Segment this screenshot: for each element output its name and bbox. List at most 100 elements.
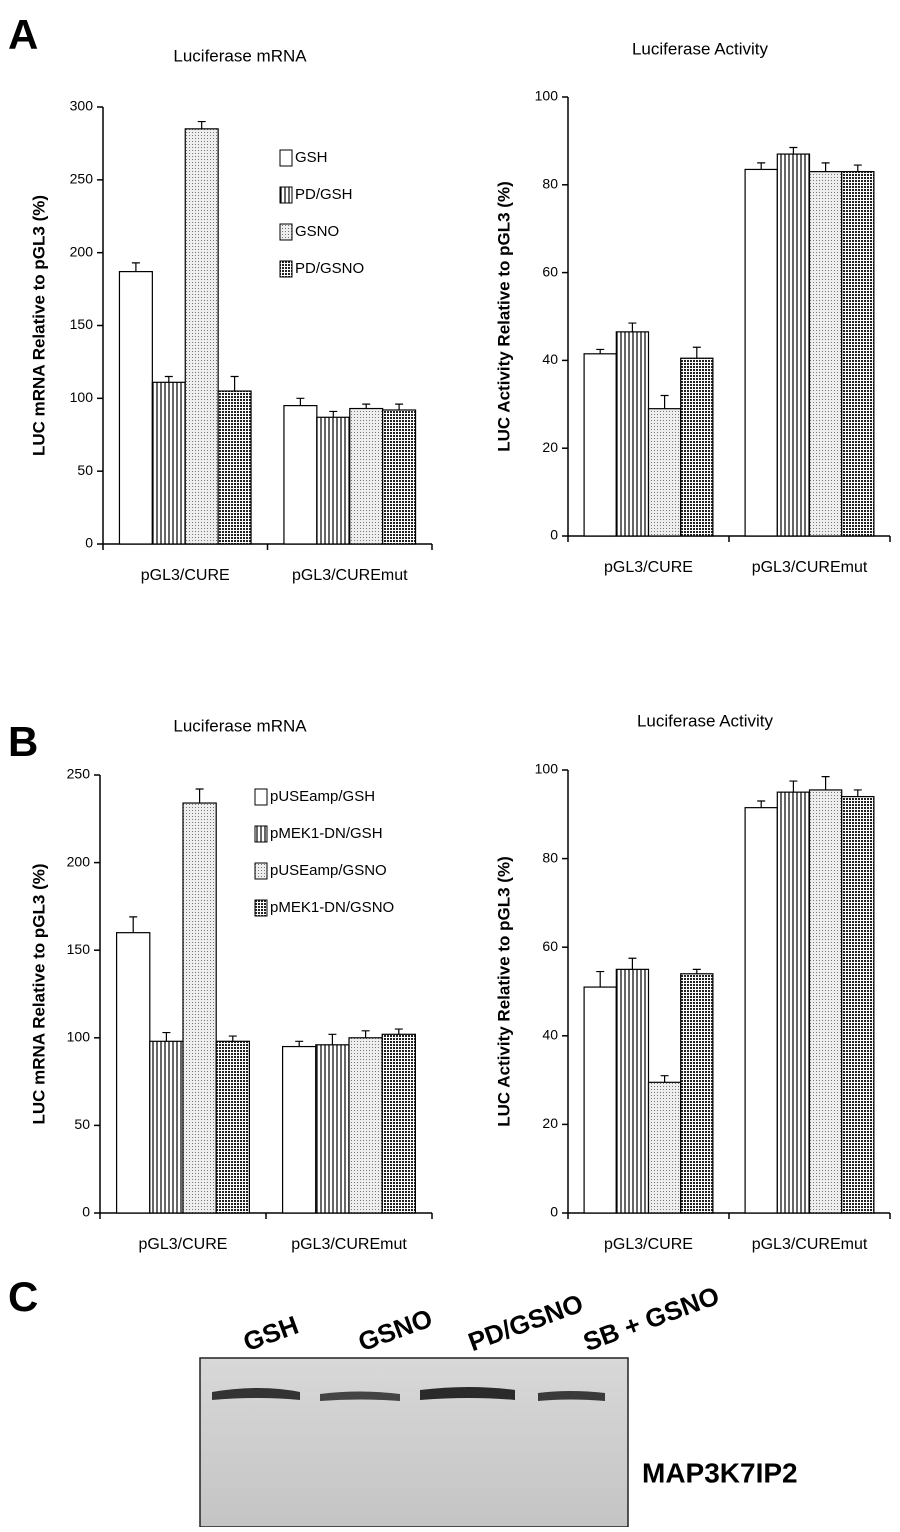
bar <box>283 405 318 545</box>
x-tick-label: pGL3/CUREmut <box>752 559 868 576</box>
bar <box>744 168 778 537</box>
bar <box>349 407 384 545</box>
legend-swatch <box>254 899 268 917</box>
y-tick-label: 50 <box>77 462 93 478</box>
bar <box>217 390 252 545</box>
y-tick-label: 100 <box>535 88 559 104</box>
bar <box>348 1037 383 1214</box>
blot-band <box>320 1391 400 1401</box>
bar <box>647 408 682 537</box>
bar <box>583 353 617 537</box>
legend-swatch <box>254 862 268 880</box>
chart-title: Luciferase Activity <box>632 39 769 58</box>
error-bar <box>197 120 206 129</box>
y-tick-label: 200 <box>67 853 91 869</box>
error-bar <box>129 916 138 933</box>
bar <box>776 791 811 1214</box>
legend-label: pUSEamp/GSH <box>270 788 375 805</box>
x-tick-label: pGL3/CUREmut <box>752 1236 868 1253</box>
error-bar <box>230 375 239 392</box>
bar <box>647 1081 682 1214</box>
y-tick-label: 250 <box>67 766 91 782</box>
blot <box>199 1357 629 1528</box>
error-bar <box>660 1075 669 1083</box>
panel-label: C <box>8 1273 38 1320</box>
error-bar <box>195 788 204 804</box>
chart-title: Luciferase Activity <box>637 711 774 730</box>
y-axis-label: LUC Activity Relative to pGL3 (%) <box>494 856 513 1126</box>
error-bar <box>162 1031 171 1042</box>
y-tick-label: 0 <box>82 1204 90 1220</box>
legend-label: pUSEamp/GSNO <box>270 862 387 879</box>
error-bar <box>757 800 766 808</box>
error-bar <box>394 1028 403 1035</box>
legend-label: pMEK1-DN/GSNO <box>270 899 394 916</box>
blot-band <box>420 1387 515 1400</box>
error-bar <box>361 1030 370 1038</box>
y-tick-label: 100 <box>535 761 559 777</box>
bar <box>316 416 351 545</box>
lane-label: SB + GSNO <box>579 1280 723 1357</box>
y-tick-label: 150 <box>67 941 91 957</box>
error-bar <box>660 394 669 409</box>
error-bar <box>628 322 637 332</box>
y-tick-label: 300 <box>70 98 94 114</box>
y-tick-label: 80 <box>542 176 558 192</box>
chart-title: Luciferase mRNA <box>173 716 307 735</box>
bar <box>841 795 875 1214</box>
y-tick-label: 60 <box>542 263 558 279</box>
bar <box>182 802 217 1214</box>
y-tick-label: 40 <box>542 351 558 367</box>
panel-label: A <box>8 11 38 58</box>
y-tick-label: 100 <box>70 389 94 405</box>
error-bar <box>362 403 371 409</box>
error-bar <box>853 164 862 172</box>
x-tick-label: pGL3/CUREmut <box>292 567 408 584</box>
bar <box>149 1040 184 1214</box>
error-bar <box>692 346 701 359</box>
bar <box>776 153 811 537</box>
y-tick-label: 150 <box>70 316 94 332</box>
y-tick-label: 0 <box>85 535 93 551</box>
error-bar <box>228 1035 237 1042</box>
x-tick-label: pGL3/CURE <box>139 1236 228 1253</box>
error-bar <box>596 348 605 354</box>
bar <box>282 1045 317 1214</box>
legend-label: GSNO <box>295 223 339 240</box>
bar <box>118 271 153 545</box>
y-tick-label: 100 <box>67 1029 91 1045</box>
legend-label: pMEK1-DN/GSH <box>270 825 383 842</box>
error-bar <box>131 262 140 272</box>
legend-swatch <box>279 186 293 204</box>
bar <box>744 807 778 1214</box>
y-tick-label: 0 <box>550 527 558 543</box>
bar <box>841 171 875 537</box>
bar <box>615 968 650 1214</box>
bar <box>115 932 151 1214</box>
error-bar <box>789 780 798 793</box>
y-tick-label: 0 <box>550 1204 558 1220</box>
bar <box>315 1044 350 1214</box>
y-axis-label: LUC mRNA Relative to pGL3 (%) <box>29 863 48 1124</box>
bar <box>615 331 650 537</box>
bar <box>583 986 617 1214</box>
y-tick-label: 20 <box>542 1115 558 1131</box>
error-bar <box>395 403 404 410</box>
x-tick-label: pGL3/CUREmut <box>291 1236 407 1253</box>
y-tick-label: 250 <box>70 171 94 187</box>
error-bar <box>329 410 338 418</box>
error-bar <box>328 1033 337 1045</box>
chart-title: Luciferase mRNA <box>173 46 307 65</box>
error-bar <box>596 970 605 988</box>
bar <box>151 381 186 545</box>
bar <box>184 128 219 545</box>
blot-band <box>212 1388 300 1400</box>
error-bar <box>853 789 862 797</box>
legend-swatch <box>254 788 268 806</box>
bar <box>382 409 417 545</box>
error-bar <box>295 1040 304 1047</box>
legend-swatch <box>254 825 268 843</box>
y-tick-label: 200 <box>70 243 94 259</box>
legend-label: PD/GSH <box>295 186 353 203</box>
error-bar <box>628 957 637 970</box>
